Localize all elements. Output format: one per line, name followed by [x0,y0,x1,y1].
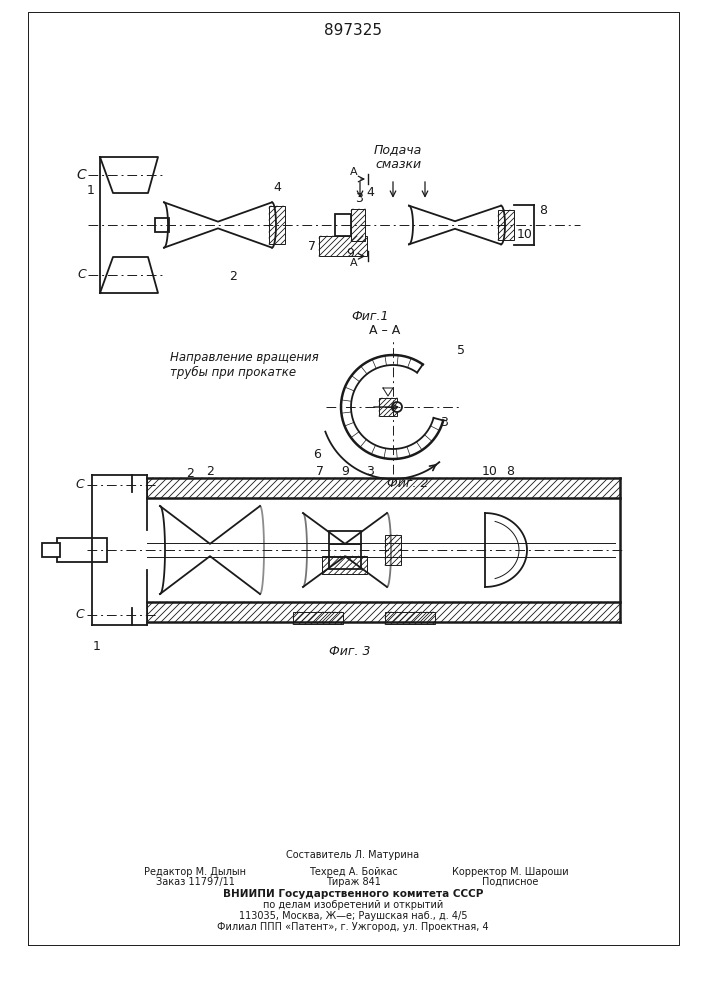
Bar [329,531,361,569]
Text: 4: 4 [273,181,281,194]
Text: 2: 2 [186,467,194,480]
Text: 10: 10 [482,465,498,478]
Text: Корректор М. Шароши: Корректор М. Шароши [452,867,568,877]
Text: Фиг. 2: Фиг. 2 [387,477,428,490]
Text: Тираж 841: Тираж 841 [325,877,380,887]
Bar [147,478,620,498]
Bar [269,206,285,244]
Text: 1: 1 [93,640,101,653]
Bar [57,538,107,562]
Text: Подача
смазки: Подача смазки [374,143,422,171]
Text: 5: 5 [457,344,465,357]
Bar [338,537,352,563]
Text: по делам изобретений и открытий: по делам изобретений и открытий [263,900,443,910]
Text: Филиал ППП «Патент», г. Ужгород, ул. Проектная, 4: Филиал ППП «Патент», г. Ужгород, ул. Про… [217,922,489,932]
Bar [322,556,368,574]
Text: 7: 7 [308,239,316,252]
Text: Техред А. Бойкас: Техред А. Бойкас [309,867,397,877]
Text: 8: 8 [506,465,514,478]
Text: C: C [75,608,84,621]
Text: 4: 4 [366,186,374,199]
Text: Заказ 11797/11: Заказ 11797/11 [156,877,235,887]
Text: 897325: 897325 [324,23,382,38]
Text: 3: 3 [440,416,448,428]
Text: Составитель Л. Матурина: Составитель Л. Матурина [286,850,419,860]
Text: 6: 6 [313,448,321,460]
Text: C: C [76,168,86,182]
Bar [293,612,343,624]
Text: 113035, Москва, Ж—е; Раушская наб., д. 4/5: 113035, Москва, Ж—е; Раушская наб., д. 4… [239,911,467,921]
Text: Подписное: Подписное [481,877,538,887]
Text: 7: 7 [316,465,324,478]
Text: 2: 2 [206,465,214,478]
Text: Фиг. 3: Фиг. 3 [329,645,370,658]
Bar [147,602,620,622]
Text: C: C [77,268,86,282]
Text: Редактор М. Дылын: Редактор М. Дылын [144,867,246,877]
Bar [42,543,60,557]
Bar [385,535,401,565]
Text: 9: 9 [346,247,354,260]
Text: Направление вращения
трубы при прокатке: Направление вращения трубы при прокатке [170,351,319,379]
Bar [335,214,351,236]
Text: 1: 1 [87,184,95,196]
Text: 8: 8 [539,204,547,217]
Text: C: C [75,479,84,491]
Bar [379,398,397,416]
Text: A – A: A – A [369,324,401,337]
Text: ВНИИПИ Государственного комитета СССР: ВНИИПИ Государственного комитета СССР [223,889,483,899]
Bar [155,218,169,232]
Text: Фиг.1: Фиг.1 [351,310,389,323]
Text: 2: 2 [229,270,237,283]
Bar [498,210,514,240]
Text: 10: 10 [517,229,533,241]
Circle shape [392,402,402,412]
Text: 3: 3 [366,465,374,478]
Bar [319,236,367,256]
Text: 3: 3 [355,192,363,206]
Text: A: A [351,258,358,268]
Bar [351,209,365,241]
Bar [385,612,435,624]
Text: 9: 9 [341,465,349,478]
Text: A: A [351,167,358,177]
